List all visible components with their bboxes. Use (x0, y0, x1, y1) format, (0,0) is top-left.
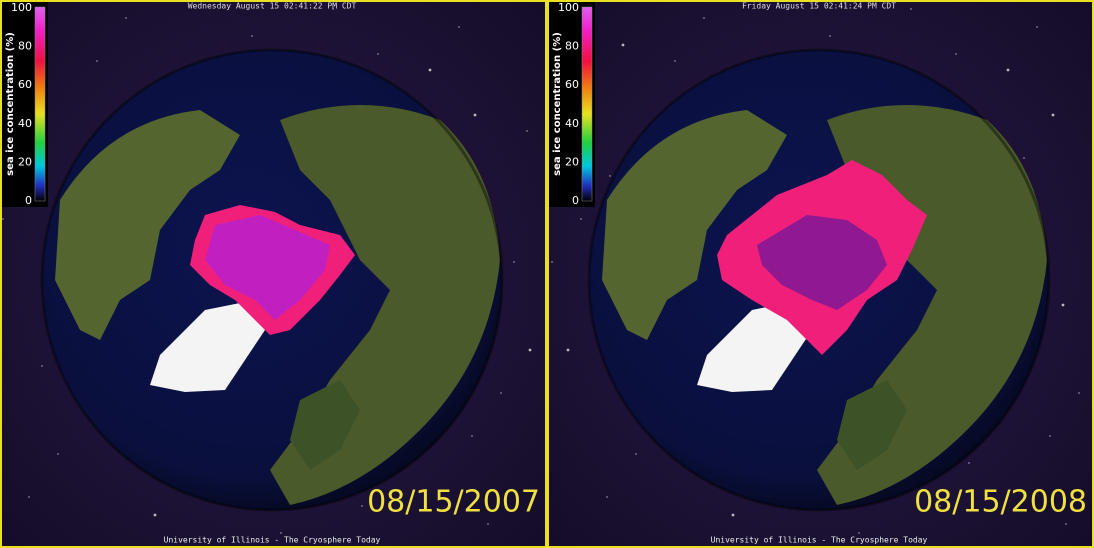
star (635, 453, 637, 455)
star (41, 365, 43, 367)
star (939, 505, 941, 507)
land-europe (290, 380, 360, 470)
colorbar-label: sea ice concentration (%) (552, 32, 563, 176)
colorbar (581, 6, 593, 202)
globe-rim (587, 48, 1051, 512)
colorbar-tick: 60 (18, 78, 32, 91)
star (731, 513, 735, 517)
star (500, 392, 502, 394)
star (332, 8, 334, 10)
ice-inner (205, 215, 330, 320)
star (1023, 157, 1025, 159)
timestamp: Wednesday August 15 02:41:22 PM CDT (188, 2, 357, 11)
star (153, 513, 157, 517)
colorbar-tick: 0 (25, 194, 32, 207)
colorbar-tick: 0 (572, 194, 579, 207)
star (1051, 113, 1055, 117)
star (1036, 26, 1038, 28)
colorbar-tick: 20 (565, 155, 579, 168)
panel: sea ice concentration (%) 100 80 60 40 20 0 Wed… (0, 0, 547, 548)
star (606, 496, 608, 498)
date: 08/15/2007 (367, 485, 540, 520)
date: 08/15/2008 (914, 485, 1087, 520)
star (968, 462, 970, 464)
ice-inner (757, 215, 887, 310)
star (1061, 303, 1065, 307)
star (487, 523, 489, 525)
star (526, 130, 528, 132)
star (428, 68, 432, 72)
colorbar (34, 6, 46, 202)
globe-rim (40, 48, 504, 512)
star (473, 113, 477, 117)
star (621, 43, 625, 47)
greenland (150, 300, 265, 392)
star (566, 348, 570, 352)
panel-border (547, 0, 1094, 548)
star (829, 35, 831, 37)
panel: sea ice concentration (%) 100 80 60 40 20 0 Fri… (547, 0, 1094, 548)
star (57, 453, 59, 455)
star (551, 261, 553, 263)
star (528, 348, 532, 352)
land-america (55, 110, 240, 340)
star (1006, 68, 1010, 72)
star (1078, 392, 1080, 394)
star (471, 435, 473, 437)
star (280, 532, 282, 534)
star (858, 532, 860, 534)
colorbar-label: sea ice concentration (%) (5, 32, 16, 176)
footer: University of Illinois - The Cryosphere … (164, 536, 381, 545)
colorbar-tick: 100 (11, 1, 32, 14)
land-america (602, 110, 787, 340)
star (125, 17, 127, 19)
colorbar-tick: 80 (18, 40, 32, 53)
colorbar-tick: 40 (565, 117, 579, 130)
star (2, 218, 4, 220)
greenland (697, 300, 812, 392)
land-europe (837, 380, 907, 470)
star (1049, 435, 1051, 437)
colorbar-tick: 80 (565, 40, 579, 53)
footer: University of Illinois - The Cryosphere … (711, 536, 928, 545)
panel-border (0, 0, 547, 548)
star (1065, 523, 1067, 525)
star (580, 218, 582, 220)
colorbar-tick: 100 (558, 1, 579, 14)
star (377, 53, 379, 55)
colorbar-tick: 20 (18, 155, 32, 168)
star (910, 8, 912, 10)
star (28, 496, 30, 498)
timestamp: Friday August 15 02:41:24 PM CDT (742, 2, 896, 11)
star (458, 26, 460, 28)
star (703, 17, 705, 19)
star (609, 175, 611, 177)
star (251, 35, 253, 37)
star (674, 60, 676, 62)
star (361, 505, 363, 507)
colorbar-tick: 40 (18, 117, 32, 130)
star (96, 60, 98, 62)
colorbar-tick: 60 (565, 78, 579, 91)
star (955, 53, 957, 55)
star (513, 261, 515, 263)
